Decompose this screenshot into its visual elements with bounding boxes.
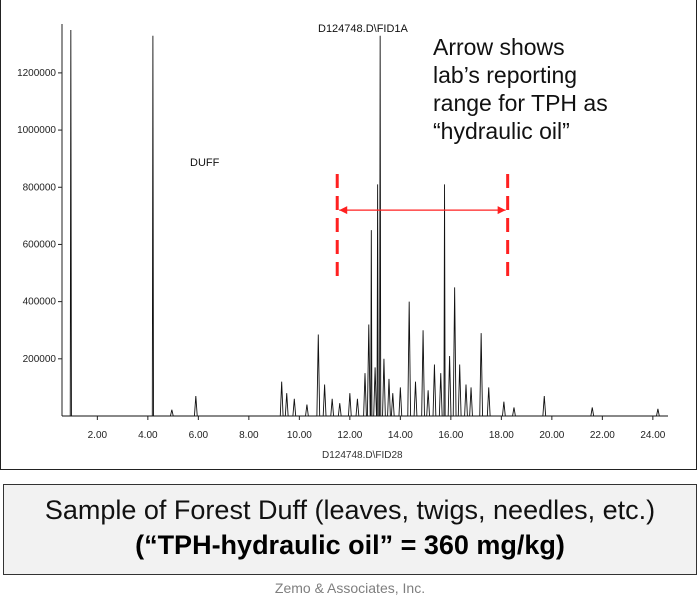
x-tick-label: 18.00: [489, 430, 514, 441]
x-tick-label: 22.00: [590, 430, 615, 441]
chromatogram-chart: 2.00 4.00 6.00 8.00 10.00 12.00 14.00 16.00 18.0…: [17, 23, 668, 461]
sample-label: DUFF: [190, 157, 220, 169]
footer-credit: Zemo & Associates, Inc.: [274, 580, 426, 596]
y-tick-label: 200000: [23, 354, 57, 365]
chromatogram-frame: [0, 0, 697, 470]
x-tick-label: 14.00: [388, 430, 413, 441]
y-tick-label: 600000: [23, 239, 57, 250]
annotation-line: Arrow shows: [433, 34, 565, 60]
range-arrow-head-left: [339, 206, 348, 215]
x-tick-label: 4.00: [138, 430, 158, 441]
x-footer-label: D124748.D\FID28: [322, 450, 403, 461]
range-arrow-head-right: [497, 206, 506, 215]
annotation-line: range for TPH as: [433, 90, 608, 116]
x-tick-label: 12.00: [337, 430, 362, 441]
x-tick-label: 6.00: [189, 430, 209, 441]
reporting-range-markers: [335, 174, 510, 278]
y-tick-label: 800000: [23, 182, 57, 193]
x-tick-label: 24.00: [640, 430, 665, 441]
caption-line1: Sample of Forest Duff (leaves, twigs, ne…: [44, 495, 656, 525]
y-tick-label: 1000000: [17, 125, 56, 136]
chromatogram-line: [62, 29, 668, 417]
y-tick-label: 400000: [23, 297, 57, 308]
x-tick-label: 20.00: [539, 430, 564, 441]
y-tick-label: 1200000: [17, 68, 56, 79]
chromatogram-trace: [62, 29, 668, 417]
chart-title: D124748.D\FID1A: [318, 23, 409, 35]
caption-line2: (“TPH-hydraulic oil” = 360 mg/kg): [135, 530, 565, 560]
x-tick-label: 2.00: [88, 430, 108, 441]
x-tick-label: 8.00: [239, 430, 259, 441]
caption-box: Sample of Forest Duff (leaves, twigs, ne…: [3, 484, 697, 575]
range-annotation: Arrow shows lab’s reporting range for TP…: [433, 33, 683, 145]
annotation-line: “hydraulic oil”: [433, 118, 570, 144]
x-tick-label: 10.00: [287, 430, 312, 441]
x-tick-label: 16.00: [438, 430, 463, 441]
annotation-line: lab’s reporting: [433, 62, 578, 88]
